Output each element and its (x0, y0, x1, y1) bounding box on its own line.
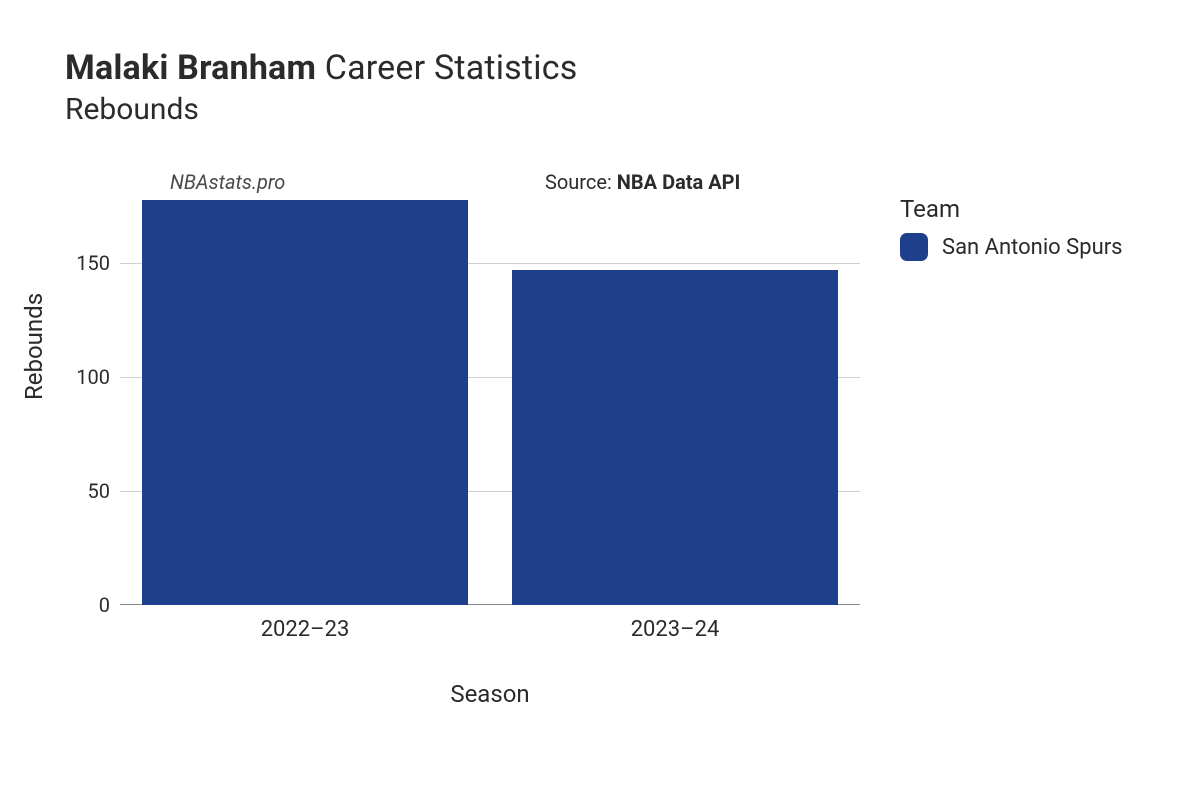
title-subtitle: Rebounds (65, 92, 577, 127)
y-tick-label: 150 (76, 251, 110, 275)
legend-swatch (900, 233, 928, 261)
legend-item: San Antonio Spurs (900, 233, 1123, 261)
source-name: NBA Data API (617, 170, 741, 194)
y-tick-label: 0 (99, 593, 110, 617)
legend-label: San Antonio Spurs (942, 235, 1123, 260)
y-tick-label: 50 (88, 479, 110, 503)
legend: Team San Antonio Spurs (900, 195, 1123, 261)
source-attribution: Source: NBA Data API (545, 170, 740, 194)
legend-title: Team (900, 195, 1123, 223)
x-tick-label: 2023–24 (631, 617, 720, 642)
plot-area: 0501001502022–232023–24 (120, 195, 860, 605)
source-prefix: Source: (545, 170, 617, 194)
y-tick-label: 100 (76, 365, 110, 389)
title-suffix: Career Statistics (316, 48, 577, 88)
bar (142, 200, 468, 605)
player-name: Malaki Branham (65, 48, 316, 88)
watermark-text: NBAstats.pro (170, 170, 285, 194)
chart-title: Malaki Branham Career Statistics Rebound… (65, 48, 577, 127)
x-tick-label: 2022–23 (261, 617, 350, 642)
title-line-1: Malaki Branham Career Statistics (65, 48, 577, 88)
y-axis-title: Rebounds (20, 293, 48, 400)
x-axis-title: Season (450, 680, 529, 708)
chart-canvas: Malaki Branham Career Statistics Rebound… (0, 0, 1200, 800)
bar (512, 270, 838, 605)
